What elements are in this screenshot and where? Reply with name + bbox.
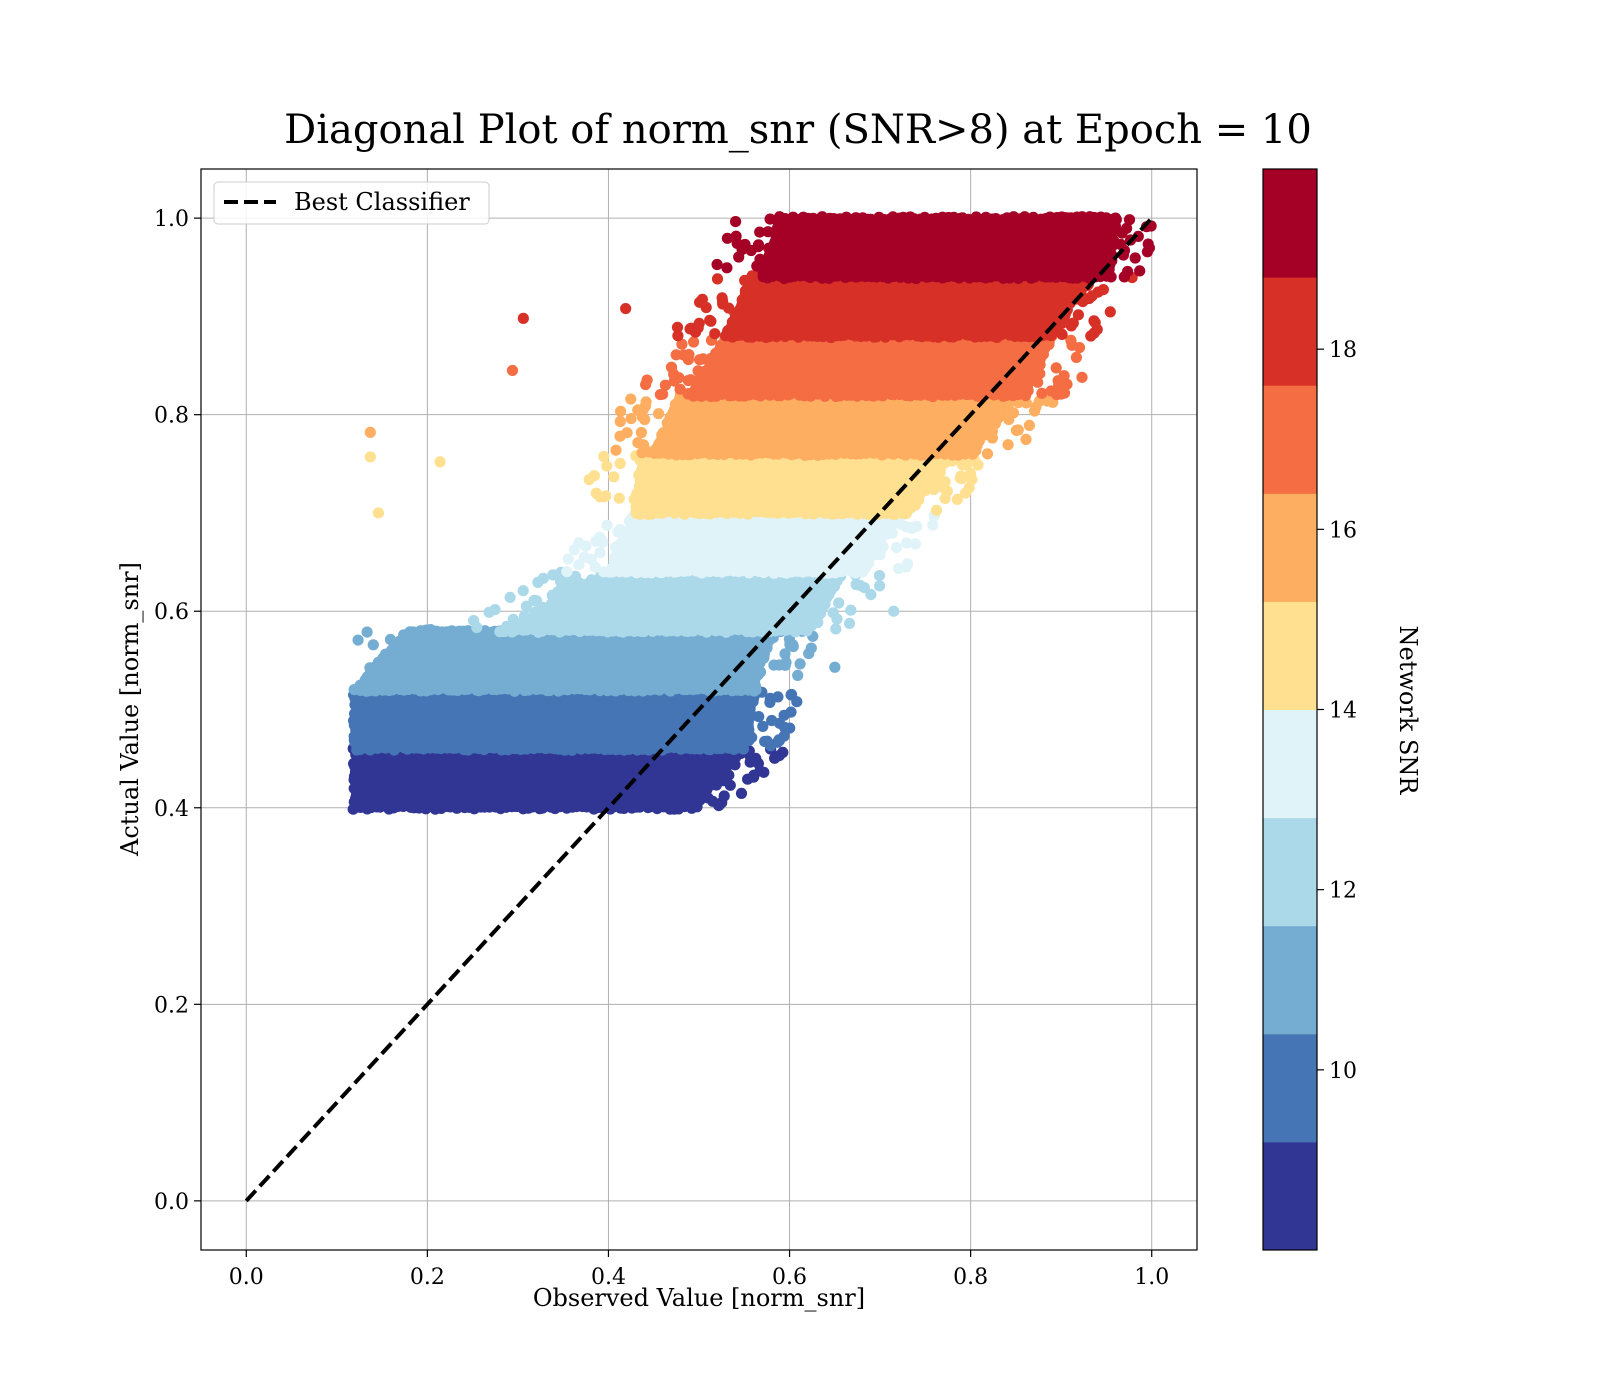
scatter-point: [830, 623, 842, 635]
scatter-point: [517, 585, 529, 597]
scatter-point: [794, 658, 806, 670]
scatter-points: [347, 211, 1157, 815]
scatter-point: [886, 527, 898, 539]
scatter-point: [895, 518, 907, 530]
scatter-point: [831, 613, 843, 625]
scatter-point: [537, 572, 549, 585]
scatter-point: [810, 611, 822, 624]
scatter-point: [507, 613, 519, 626]
scatter-point: [379, 648, 392, 660]
scatter-point: [530, 595, 543, 607]
scatter-point: [610, 541, 622, 553]
scatter-point: [833, 597, 845, 609]
scatter-point: [753, 668, 765, 680]
scatter-point: [890, 542, 903, 554]
scatter-point: [772, 691, 784, 703]
scatter-point: [845, 604, 857, 616]
scatter-point: [573, 537, 585, 549]
scatter-point: [779, 659, 791, 671]
scatter-point: [594, 547, 606, 559]
scatter-point: [874, 580, 886, 592]
scatter-point: [758, 766, 770, 778]
scatter-point: [710, 779, 723, 791]
scatter-point: [367, 639, 379, 651]
scatter-point: [489, 604, 501, 616]
scatter-point: [562, 553, 574, 565]
scatter-point: [723, 769, 735, 781]
scatter-point: [364, 662, 376, 674]
scatter-point: [785, 706, 797, 718]
scatter-point: [601, 519, 613, 531]
scatter-point: [900, 561, 912, 573]
scatter-point: [573, 559, 585, 571]
scatter-point: [594, 531, 606, 543]
scatter-point: [911, 520, 923, 533]
scatter-point: [718, 790, 730, 802]
scatter-point: [750, 684, 762, 696]
scatter-point: [854, 579, 866, 591]
scatter-point: [614, 523, 626, 536]
scatter-point: [805, 642, 817, 654]
scatter-point: [561, 566, 573, 578]
scatter-point: [744, 750, 756, 762]
scatter-point: [743, 735, 755, 747]
scatter-point: [573, 577, 585, 589]
scatter-point: [787, 639, 799, 651]
scatter-point: [742, 773, 754, 785]
scatter-point: [873, 570, 886, 582]
scatter-point: [729, 759, 741, 771]
scatter-point: [552, 586, 564, 598]
scatter-point: [352, 634, 364, 646]
scatter-point: [766, 714, 778, 727]
scatter-point: [843, 617, 856, 630]
scatter-point: [598, 566, 610, 578]
scatter-point: [768, 659, 780, 671]
scatter-point: [562, 582, 574, 594]
scatter-point: [874, 549, 886, 561]
scatter-point: [761, 735, 773, 747]
scatter-point: [909, 538, 922, 550]
scatter-point: [504, 591, 516, 604]
scatter-point: [361, 626, 373, 638]
scatter-point: [735, 787, 748, 800]
scatter-point: [384, 633, 397, 646]
scatter-point: [769, 752, 781, 764]
scatter-point: [520, 600, 533, 612]
scatter-point: [518, 610, 531, 622]
plot-area: [200, 168, 1198, 1251]
scatter-point: [865, 589, 877, 601]
scatter-point: [785, 689, 797, 701]
scatter-point: [471, 621, 483, 634]
scatter-point: [691, 801, 703, 813]
scatter-point: [747, 695, 759, 708]
scatter-point: [752, 757, 765, 770]
chart-title: Diagonal Plot of norm_snr (SNR>8) at Epo…: [284, 107, 1312, 153]
scatter-point: [777, 746, 789, 759]
scatter-point: [753, 711, 765, 723]
scatter-point: [792, 669, 804, 682]
